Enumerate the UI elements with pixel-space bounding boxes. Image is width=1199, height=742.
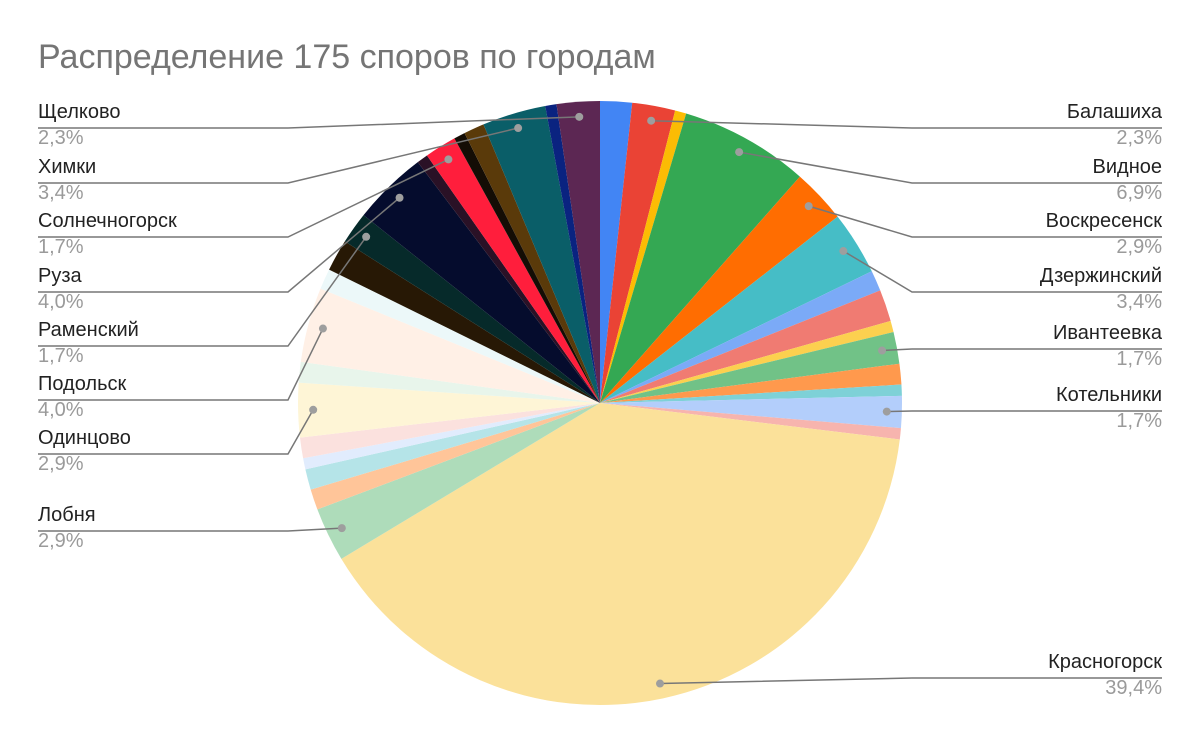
pie-slice — [310, 403, 600, 510]
leader-dot — [839, 247, 848, 256]
pie-slice — [600, 331, 900, 403]
pie-slice — [329, 241, 600, 403]
pie-slice — [600, 395, 902, 429]
pie-slice — [417, 155, 600, 403]
slice-value-label: 3,4% — [38, 182, 84, 204]
pie-slice — [483, 106, 600, 404]
slice-label: Химки — [38, 156, 96, 178]
pie-slice — [341, 403, 900, 705]
slice-value-label: 4,0% — [38, 291, 84, 313]
chart-title: Распределение 175 споров по городам — [38, 38, 656, 76]
pie-slice — [317, 403, 600, 559]
slice-value-label: 39,4% — [1105, 677, 1162, 699]
slice-value-label: 1,7% — [38, 345, 84, 367]
pie-slice — [556, 101, 600, 403]
leader-line — [882, 348, 1162, 352]
slice-label: Дзержинский — [1040, 265, 1162, 287]
pie-slice — [303, 403, 600, 470]
pie-slice — [363, 162, 600, 403]
slice-label: Балашиха — [1067, 101, 1163, 123]
leader-line — [38, 127, 519, 184]
pie-slice — [600, 384, 902, 403]
leader-line — [38, 409, 314, 455]
leader-line — [659, 677, 1162, 685]
slice-value-label: 2,3% — [1116, 127, 1162, 149]
leader-dot — [575, 112, 584, 121]
pie-slice — [600, 320, 894, 403]
slice-value-label: 1,7% — [1116, 410, 1162, 432]
pie-slice — [426, 138, 600, 403]
slice-value-label: 2,3% — [38, 127, 84, 149]
pie-slice — [600, 102, 676, 403]
pie-slice — [545, 104, 600, 404]
leader-line — [38, 158, 449, 238]
slice-label: Подольск — [38, 373, 127, 395]
pie-slice — [600, 271, 881, 403]
leader-dot — [656, 679, 665, 688]
leader-line — [38, 116, 580, 129]
pie-slice — [600, 363, 902, 403]
leader-dot — [318, 324, 327, 333]
pie-slice — [600, 101, 633, 403]
slice-label: Лобня — [38, 504, 96, 526]
leader-dot — [337, 524, 346, 533]
leader-line — [808, 205, 1162, 238]
slice-label: Видное — [1093, 156, 1162, 178]
leader-dot — [309, 405, 318, 414]
slice-value-label: 6,9% — [1116, 182, 1162, 204]
leader-line — [38, 236, 367, 347]
pie-slice — [300, 288, 600, 403]
slice-value-label: 1,7% — [1116, 348, 1162, 370]
pie-slice — [299, 403, 600, 459]
leader-line — [651, 119, 1162, 129]
pie-slice — [464, 124, 600, 404]
pie-slice — [600, 113, 800, 404]
leader-dot — [514, 124, 523, 133]
leader-line — [38, 328, 324, 401]
slice-label: Раменский — [38, 319, 139, 341]
pie-slice — [600, 110, 687, 404]
slice-value-label: 2,9% — [38, 530, 84, 552]
leader-line — [842, 250, 1162, 293]
leader-dot — [735, 148, 744, 157]
leader-dot — [444, 155, 453, 164]
leader-line — [38, 527, 342, 532]
leader-dot — [804, 202, 813, 211]
slice-label: Котельники — [1056, 384, 1162, 406]
leader-dot — [395, 193, 404, 202]
slice-label: Солнечногорск — [38, 210, 177, 232]
slice-value-label: 2,9% — [1116, 236, 1162, 258]
leader-dot — [878, 346, 887, 355]
slice-value-label: 3,4% — [1116, 291, 1162, 313]
pie-slice — [305, 403, 600, 490]
slice-value-label: 2,9% — [38, 453, 84, 475]
leader-dot — [882, 407, 891, 416]
slice-value-label: 4,0% — [38, 399, 84, 421]
leader-line — [738, 151, 1162, 184]
pie-slice — [600, 403, 901, 440]
slice-label: Щелково — [38, 101, 121, 123]
pie-slice — [600, 290, 891, 403]
slice-label: Руза — [38, 265, 83, 287]
pie-slice — [320, 269, 600, 403]
slice-value-label: 1,7% — [38, 236, 84, 258]
leader-line — [38, 197, 401, 293]
pie-slice — [344, 215, 600, 403]
pie-slice — [454, 133, 600, 404]
leader-dot — [362, 232, 371, 241]
slice-label: Воскресенск — [1046, 210, 1163, 232]
pie-slice — [600, 216, 872, 403]
slice-label: Одинцово — [38, 427, 131, 449]
slice-label: Красногорск — [1048, 651, 1162, 673]
pie-slice — [298, 361, 600, 403]
leader-dot — [647, 116, 656, 125]
pie-slice — [298, 382, 600, 438]
slice-label: Ивантеевка — [1053, 322, 1163, 344]
leader-line — [886, 410, 1162, 413]
pie-slice — [600, 176, 838, 403]
